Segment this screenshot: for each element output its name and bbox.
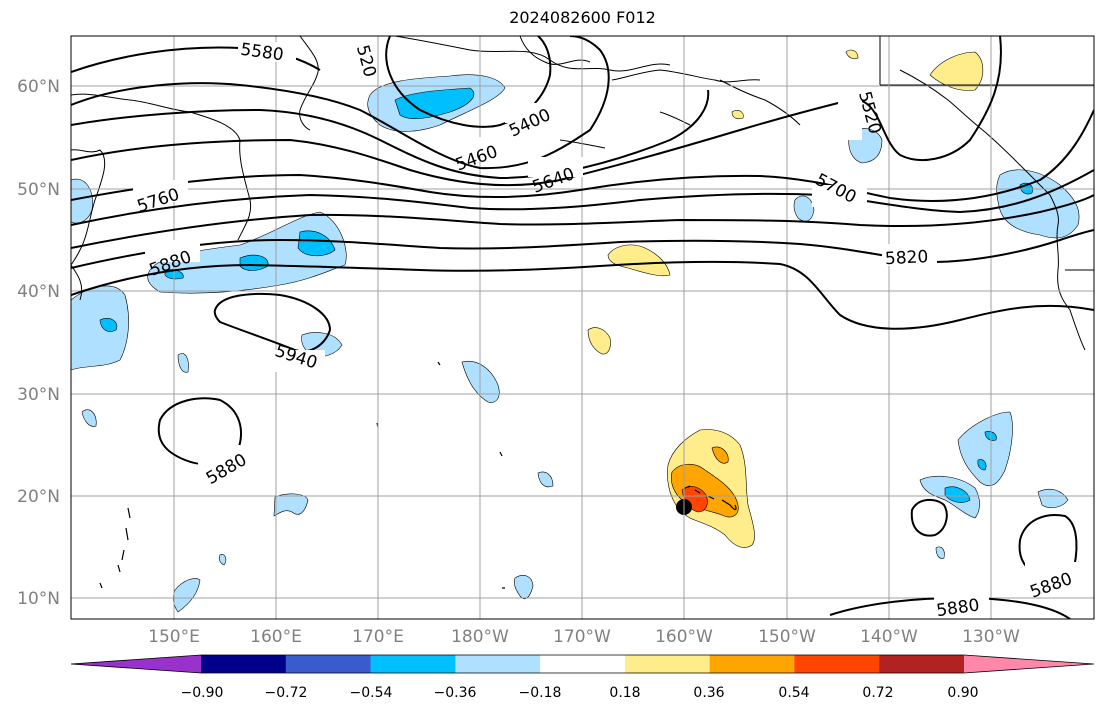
colorbar-extend-low <box>71 655 201 673</box>
colorbar-segment <box>879 655 965 673</box>
lat-label: 10°N <box>17 589 60 609</box>
colorbar-outline <box>70 654 1095 674</box>
coastlines <box>71 36 1094 351</box>
lon-label: 180°W <box>451 627 509 647</box>
lon-label: 170°E <box>352 627 404 647</box>
lon-label: 150°W <box>758 627 816 647</box>
colorbar-tick-label: 0.36 <box>693 685 724 701</box>
lat-label: 20°N <box>17 487 60 507</box>
colorbar-segment <box>709 655 795 673</box>
colorbar-tick-label: −0.90 <box>181 685 224 701</box>
colorbar-segment <box>455 655 541 673</box>
colorbar-segment <box>794 655 880 673</box>
contour-label: 5820 <box>885 247 929 269</box>
lon-label: 140°W <box>860 627 918 647</box>
longitude-axis: 150°E 160°E 170°E 180°W 170°W 160°W 150°… <box>148 627 1020 647</box>
lon-label: 160°E <box>250 627 302 647</box>
colorbar-tick-label: 0.54 <box>778 685 809 701</box>
colorbar-segment <box>201 655 287 673</box>
colorbar-tick-label: −0.72 <box>265 685 308 701</box>
colorbar-extend-high <box>964 655 1094 673</box>
map-title: 2024082600 F012 <box>509 8 656 27</box>
colorbar-tick-label: −0.36 <box>434 685 477 701</box>
colorbar-labels: −0.90 −0.72 −0.54 −0.36 −0.18 0.18 0.36 … <box>181 685 979 701</box>
colorbar-tick-label: 0.18 <box>609 685 640 701</box>
colorbar-segment <box>540 655 626 673</box>
negative-anomaly-patch <box>147 211 347 294</box>
lon-label: 130°W <box>962 627 1020 647</box>
lon-label: 150°E <box>148 627 200 647</box>
lat-label: 40°N <box>17 282 60 302</box>
lat-label: 30°N <box>17 385 60 405</box>
colorbar-tick-label: 0.72 <box>862 685 893 701</box>
lon-label: 170°W <box>553 627 611 647</box>
colorbar-tick-label: −0.54 <box>350 685 393 701</box>
colorbar <box>70 654 1095 674</box>
colorbar-tick-label: −0.18 <box>519 685 562 701</box>
shaded-anomalies <box>71 49 1080 613</box>
colorbar-segment <box>285 655 372 673</box>
contour-label: 5880 <box>935 595 981 621</box>
lat-label: 60°N <box>17 77 60 97</box>
colorbar-tick-label: 0.90 <box>947 685 978 701</box>
islands <box>99 361 737 589</box>
colorbar-segment <box>624 655 711 673</box>
lon-label: 160°W <box>655 627 713 647</box>
height-contours <box>71 36 1094 619</box>
latitude-axis: 60°N 50°N 40°N 30°N 20°N 10°N <box>17 77 60 609</box>
map-border <box>70 35 1095 620</box>
lat-label: 50°N <box>17 180 60 200</box>
colorbar-segment <box>370 655 456 673</box>
